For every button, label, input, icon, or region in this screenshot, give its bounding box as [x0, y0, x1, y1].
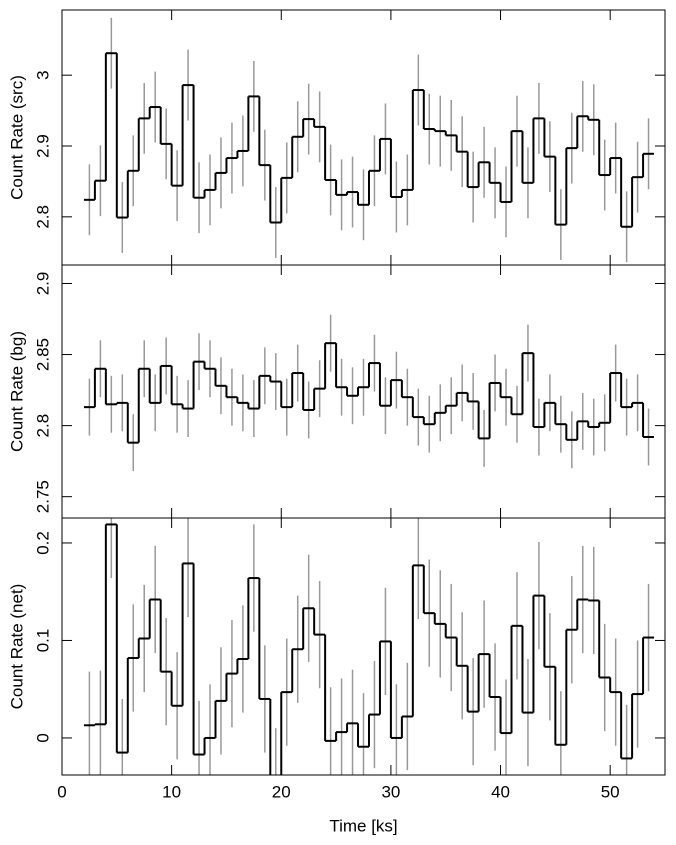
y-tick-label: 2.85 — [33, 338, 52, 371]
y-tick-label: 2.9 — [33, 134, 52, 158]
x-tick-label: 40 — [491, 782, 510, 801]
plot — [83, 17, 655, 263]
y-tick-label: 2.75 — [33, 480, 52, 513]
frame — [61, 517, 666, 776]
y-tick-label: 0.1 — [33, 629, 52, 653]
x-tick-label: 20 — [272, 782, 291, 801]
x-tick-label: 30 — [381, 782, 400, 801]
y-axis-label: Count Rate (bg) — [7, 331, 26, 452]
x-tick-label: 50 — [601, 782, 620, 801]
y-tick-label: 2.9 — [33, 272, 52, 296]
x-tick-label: 10 — [162, 782, 181, 801]
y-axis-label: Count Rate (src) — [7, 75, 26, 200]
x-tick-label: 0 — [57, 782, 66, 801]
y-tick-label: 2.8 — [33, 414, 52, 438]
y-axis-label: Count Rate (net) — [7, 584, 26, 710]
plot — [83, 518, 655, 775]
plot — [83, 314, 655, 472]
y-tick-label: 0 — [33, 733, 52, 742]
y-tick-label: 2.8 — [33, 205, 52, 229]
y-tick-label: 0.2 — [33, 531, 52, 555]
x-axis-label: Time [ks] — [329, 816, 397, 835]
y-tick-label: 3 — [33, 70, 52, 79]
